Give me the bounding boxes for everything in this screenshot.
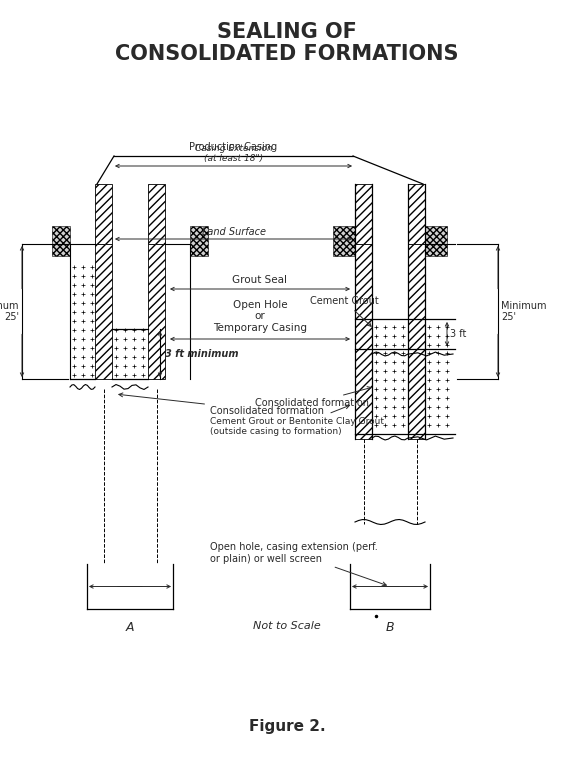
Text: CONSOLIDATED FORMATIONS: CONSOLIDATED FORMATIONS [115,44,459,64]
Text: SEALING OF: SEALING OF [217,22,357,42]
Text: 3 ft: 3 ft [450,329,466,339]
Text: Cement Grout or Bentonite Clay Grout
(outside casing to formation): Cement Grout or Bentonite Clay Grout (ou… [210,405,384,436]
Text: Production Casing: Production Casing [189,142,278,152]
Bar [408,184,425,244]
Text: 3 ft minimum: 3 ft minimum [165,349,239,359]
Text: Cement Grout: Cement Grout [310,296,379,326]
Bar [190,226,208,256]
Text: Consolidated formation: Consolidated formation [255,387,371,409]
Text: Land Surface: Land Surface [201,227,266,237]
Bar [95,244,112,379]
Text: Figure 2.: Figure 2. [248,718,325,733]
Text: B: B [386,621,394,634]
Bar [355,184,372,244]
Bar [333,226,355,256]
Bar [95,184,112,244]
Text: Not to Scale: Not to Scale [253,621,321,631]
Text: Open Hole
or
Temporary Casing: Open Hole or Temporary Casing [213,299,307,333]
Text: Grout Seal: Grout Seal [232,275,288,285]
Text: A: A [126,621,134,634]
Bar [148,184,165,244]
Text: Open hole, casing extension (perf.
or plain) or well screen: Open hole, casing extension (perf. or pl… [210,542,386,586]
Text: Casing Extension
(at least 18"): Casing Extension (at least 18") [194,144,273,163]
Bar [425,226,447,256]
Text: Minimum
25': Minimum 25' [501,301,546,322]
Bar [52,226,70,256]
Text: Consolidated formation: Consolidated formation [119,393,324,416]
Bar [355,244,372,439]
Text: Minimum
25': Minimum 25' [0,301,19,322]
Bar [148,244,165,379]
Bar [408,244,425,439]
